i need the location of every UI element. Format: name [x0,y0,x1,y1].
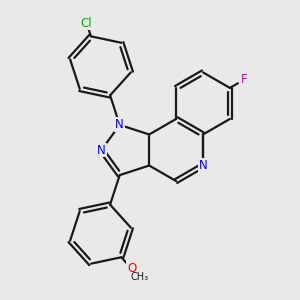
Text: O: O [127,262,136,275]
Text: N: N [97,143,106,157]
Text: F: F [241,73,248,86]
Text: N: N [115,118,124,131]
Text: CH₃: CH₃ [130,272,148,282]
Text: Cl: Cl [81,16,92,29]
Text: N: N [199,159,207,172]
